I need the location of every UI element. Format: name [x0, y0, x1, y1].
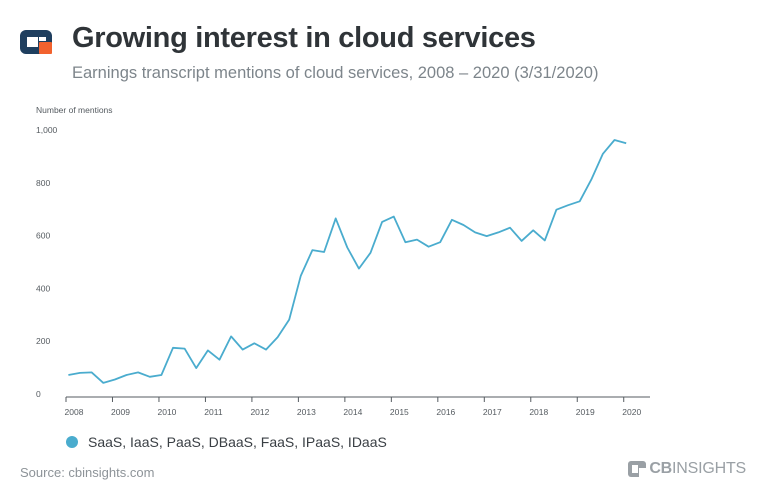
chart-subtitle: Earnings transcript mentions of cloud se…: [72, 64, 599, 82]
x-tick-label: 2019: [576, 407, 595, 417]
y-tick-label: 0: [36, 389, 41, 399]
x-tick-label: 2017: [483, 407, 502, 417]
x-tick-label: 2020: [622, 407, 641, 417]
y-axis-label: Number of mentions: [36, 105, 113, 115]
y-tick-label: 800: [36, 178, 50, 188]
brand-text: CBINSIGHTS: [649, 460, 746, 477]
y-tick-label: 600: [36, 231, 50, 241]
x-tick-label: 2014: [343, 407, 362, 417]
x-tick-label: 2016: [436, 407, 455, 417]
cb-icon: [628, 461, 647, 477]
series-line: [68, 139, 627, 384]
source-note: Source: cbinsights.com: [20, 465, 155, 480]
x-tick-label: 2008: [65, 407, 84, 417]
y-tick-label: 200: [36, 336, 50, 346]
x-tick-label: 2013: [297, 407, 316, 417]
x-tick-label: 2012: [250, 407, 269, 417]
legend: SaaS, IaaS, PaaS, DBaaS, FaaS, IPaaS, ID…: [66, 434, 387, 450]
cb-insights-logo: [20, 30, 52, 54]
brand-watermark: CBINSIGHTS: [628, 460, 746, 478]
x-tick-label: 2015: [390, 407, 409, 417]
x-tick-label: 2011: [204, 407, 223, 417]
chart-title: Growing interest in cloud services: [72, 22, 536, 54]
x-tick-label: 2009: [111, 407, 130, 417]
legend-label: SaaS, IaaS, PaaS, DBaaS, FaaS, IPaaS, ID…: [88, 434, 387, 450]
x-tick-label: 2018: [529, 407, 548, 417]
y-tick-label: 400: [36, 283, 50, 293]
legend-marker: [66, 436, 78, 448]
x-tick-label: 2010: [157, 407, 176, 417]
y-tick-label: 1,000: [36, 125, 58, 135]
